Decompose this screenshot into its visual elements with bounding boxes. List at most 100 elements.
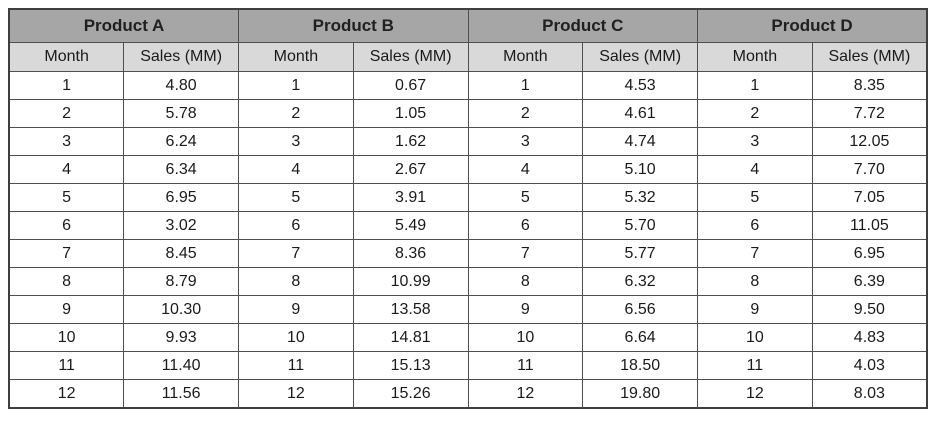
sales-table-container: Product A Product B Product C Product D … <box>8 8 928 409</box>
month-cell: 9 <box>697 295 813 324</box>
table-row: 4 6.34 4 2.67 4 5.10 4 7.70 <box>8 155 928 184</box>
month-cell: 1 <box>697 71 813 100</box>
sales-cell: 11.56 <box>123 379 239 409</box>
sales-column-header: Sales (MM) <box>123 42 239 72</box>
sales-cell: 3.02 <box>123 211 239 240</box>
column-header-row: Month Sales (MM) Month Sales (MM) Month … <box>8 42 928 72</box>
month-cell: 4 <box>8 155 125 184</box>
month-cell: 5 <box>238 183 354 212</box>
month-cell: 3 <box>238 127 354 156</box>
sales-cell: 18.50 <box>582 351 698 380</box>
sales-cell: 15.26 <box>352 379 469 409</box>
sales-cell: 10.30 <box>123 295 239 324</box>
sales-column-header: Sales (MM) <box>582 42 698 72</box>
month-cell: 5 <box>467 183 584 212</box>
month-cell: 2 <box>467 99 584 128</box>
table-row: 10 9.93 10 14.81 10 6.64 10 4.83 <box>8 323 928 352</box>
sales-cell: 4.53 <box>582 71 698 100</box>
table-row: 8 8.79 8 10.99 8 6.32 8 6.39 <box>8 267 928 296</box>
table-row: 2 5.78 2 1.05 2 4.61 2 7.72 <box>8 99 928 128</box>
table-body: 1 4.80 1 0.67 1 4.53 1 8.35 2 5.78 2 1.05 2 4.61 2 7.72… <box>8 71 928 409</box>
sales-cell: 8.36 <box>352 239 469 268</box>
month-column-header: Month <box>8 42 125 72</box>
table-head: Product A Product B Product C Product D … <box>8 8 928 72</box>
sales-cell: 5.78 <box>123 99 239 128</box>
sales-cell: 11.05 <box>811 211 928 240</box>
month-cell: 5 <box>697 183 813 212</box>
sales-column-header: Sales (MM) <box>352 42 469 72</box>
month-cell: 4 <box>697 155 813 184</box>
month-cell: 9 <box>238 295 354 324</box>
sales-cell: 1.05 <box>352 99 469 128</box>
month-cell: 1 <box>8 71 125 100</box>
month-cell: 11 <box>238 351 354 380</box>
sales-cell: 4.03 <box>811 351 928 380</box>
sales-cell: 6.95 <box>811 239 928 268</box>
table-row: 12 11.56 12 15.26 12 19.80 12 8.03 <box>8 379 928 409</box>
product-c-header: Product C <box>467 8 698 43</box>
month-cell: 9 <box>8 295 125 324</box>
sales-cell: 6.24 <box>123 127 239 156</box>
month-cell: 12 <box>467 379 584 409</box>
sales-cell: 4.83 <box>811 323 928 352</box>
sales-column-header: Sales (MM) <box>811 42 928 72</box>
sales-cell: 6.34 <box>123 155 239 184</box>
month-cell: 12 <box>697 379 813 409</box>
month-cell: 5 <box>8 183 125 212</box>
month-cell: 3 <box>8 127 125 156</box>
table-row: 7 8.45 7 8.36 7 5.77 7 6.95 <box>8 239 928 268</box>
sales-cell: 5.32 <box>582 183 698 212</box>
sales-cell: 6.39 <box>811 267 928 296</box>
sales-cell: 1.62 <box>352 127 469 156</box>
month-cell: 7 <box>467 239 584 268</box>
sales-cell: 8.45 <box>123 239 239 268</box>
sales-cell: 4.74 <box>582 127 698 156</box>
month-column-header: Month <box>467 42 584 72</box>
month-cell: 10 <box>697 323 813 352</box>
sales-cell: 6.64 <box>582 323 698 352</box>
month-cell: 3 <box>467 127 584 156</box>
month-cell: 2 <box>697 99 813 128</box>
sales-cell: 8.03 <box>811 379 928 409</box>
sales-cell: 9.50 <box>811 295 928 324</box>
month-cell: 2 <box>238 99 354 128</box>
sales-cell: 5.70 <box>582 211 698 240</box>
sales-cell: 15.13 <box>352 351 469 380</box>
product-b-header: Product B <box>238 8 469 43</box>
month-cell: 6 <box>238 211 354 240</box>
table-row: 9 10.30 9 13.58 9 6.56 9 9.50 <box>8 295 928 324</box>
monthly-sales-table: Product A Product B Product C Product D … <box>8 8 928 409</box>
month-column-header: Month <box>697 42 813 72</box>
sales-cell: 5.10 <box>582 155 698 184</box>
month-cell: 9 <box>467 295 584 324</box>
sales-cell: 7.05 <box>811 183 928 212</box>
sales-cell: 5.49 <box>352 211 469 240</box>
sales-cell: 10.99 <box>352 267 469 296</box>
sales-cell: 13.58 <box>352 295 469 324</box>
month-cell: 7 <box>238 239 354 268</box>
sales-cell: 11.40 <box>123 351 239 380</box>
month-cell: 10 <box>238 323 354 352</box>
sales-cell: 8.79 <box>123 267 239 296</box>
month-cell: 8 <box>697 267 813 296</box>
product-header-row: Product A Product B Product C Product D <box>8 8 928 43</box>
sales-cell: 6.56 <box>582 295 698 324</box>
month-cell: 12 <box>8 379 125 409</box>
sales-cell: 6.32 <box>582 267 698 296</box>
product-a-header: Product A <box>8 8 239 43</box>
table-row: 5 6.95 5 3.91 5 5.32 5 7.05 <box>8 183 928 212</box>
month-cell: 8 <box>238 267 354 296</box>
sales-cell: 0.67 <box>352 71 469 100</box>
table-row: 11 11.40 11 15.13 11 18.50 11 4.03 <box>8 351 928 380</box>
table-row: 3 6.24 3 1.62 3 4.74 3 12.05 <box>8 127 928 156</box>
sales-cell: 8.35 <box>811 71 928 100</box>
month-cell: 3 <box>697 127 813 156</box>
sales-cell: 2.67 <box>352 155 469 184</box>
sales-cell: 6.95 <box>123 183 239 212</box>
month-cell: 11 <box>467 351 584 380</box>
month-cell: 8 <box>467 267 584 296</box>
month-cell: 6 <box>8 211 125 240</box>
month-cell: 12 <box>238 379 354 409</box>
table-row: 1 4.80 1 0.67 1 4.53 1 8.35 <box>8 71 928 100</box>
sales-cell: 9.93 <box>123 323 239 352</box>
